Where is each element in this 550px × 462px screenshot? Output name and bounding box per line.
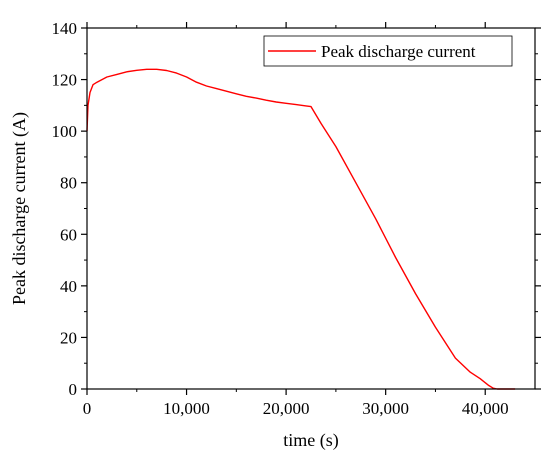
series-layer	[86, 68, 516, 390]
x-tick-label: 10,000	[163, 399, 210, 418]
x-tick-label: 40,000	[462, 399, 509, 418]
legend: Peak discharge current	[263, 35, 513, 67]
x-axis-title: time (s)	[283, 430, 339, 451]
y-tick-label: 0	[69, 380, 78, 399]
y-tick-label: 20	[60, 328, 77, 347]
y-tick-label: 80	[60, 174, 77, 193]
y-tick-label: 120	[52, 71, 78, 90]
x-tick-label: 0	[83, 399, 92, 418]
y-tick-label: 40	[60, 277, 77, 296]
y-tick-label: 140	[52, 19, 78, 38]
plot-frame	[86, 27, 536, 390]
series-line-peak-discharge-current	[86, 68, 516, 390]
axis-ticks	[81, 22, 541, 395]
x-tick-label: 30,000	[362, 399, 409, 418]
legend-label: Peak discharge current	[321, 42, 476, 61]
y-tick-label: 60	[60, 225, 77, 244]
y-axis-title: Peak discharge current (A)	[9, 112, 30, 305]
tick-labels: 0 10,000 20,000 30,000 40,000 0 20 40 60 80 100 120…	[52, 19, 509, 418]
x-tick-label: 20,000	[263, 399, 310, 418]
y-tick-label: 100	[52, 122, 78, 141]
